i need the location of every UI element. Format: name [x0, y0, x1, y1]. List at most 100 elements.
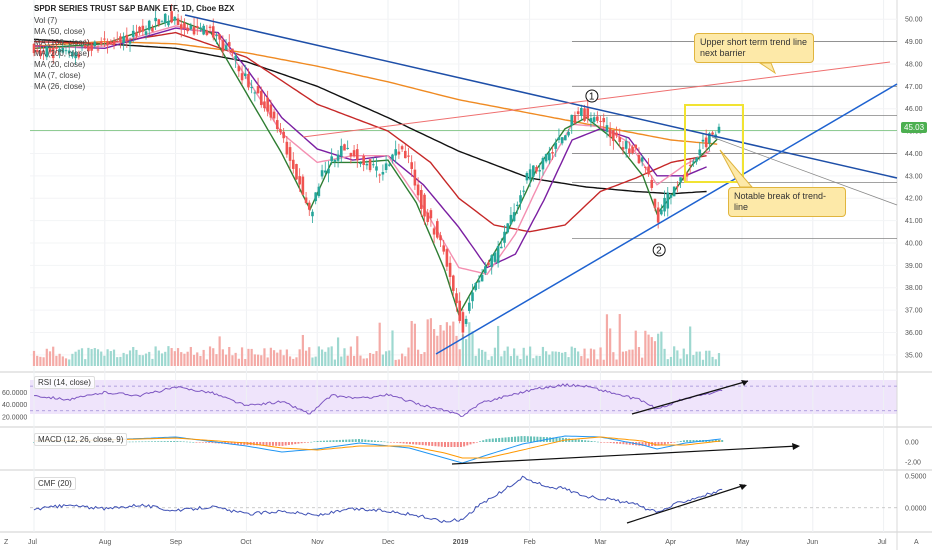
macd-pane-label: MACD (12, 26, close, 9): [34, 433, 128, 446]
macd-histogram-bar: [501, 437, 504, 442]
candle-body: [458, 300, 462, 321]
candle-body: [532, 165, 535, 177]
volume-bar: [253, 354, 256, 366]
candle-body: [122, 36, 125, 43]
time-axis-label: Dec: [382, 539, 395, 546]
macd-line: [33, 435, 721, 464]
price-tick-label: 48.00: [905, 61, 923, 68]
candle-body: [336, 154, 340, 161]
volume-bar: [570, 346, 573, 366]
macd-histogram-bar: [574, 439, 577, 442]
macd-histogram-bar: [606, 442, 609, 443]
candle-body: [650, 179, 654, 188]
macd-histogram-bar: [498, 437, 501, 442]
candle-body: [679, 177, 682, 182]
volume-bar: [461, 334, 465, 366]
note-upper-trend[interactable]: Upper short term trend line next barrier: [694, 33, 814, 63]
volume-bar: [116, 357, 119, 366]
volume-bar: [714, 359, 717, 366]
volume-bar: [343, 348, 346, 366]
volume-bar: [250, 348, 253, 366]
macd-histogram-bar: [619, 442, 622, 444]
macd-histogram-bar: [316, 440, 319, 442]
macd-histogram-bar: [291, 442, 294, 445]
volume-bar: [320, 349, 324, 366]
rsi-arrow-head: [741, 380, 748, 386]
volume-bar: [52, 346, 55, 366]
macd-histogram-bar: [647, 442, 650, 446]
volume-bar: [513, 348, 516, 366]
volume-bar: [292, 358, 295, 366]
volume-bar: [103, 355, 106, 366]
volume-bar: [663, 348, 666, 366]
macd-histogram-bar: [657, 442, 660, 446]
candle-body: [128, 41, 132, 44]
candle-body: [304, 197, 308, 203]
candle-body: [61, 47, 65, 53]
macd-histogram-bar: [262, 442, 265, 446]
price-tick-label: 42.00: [905, 196, 923, 203]
volume-bar: [506, 346, 509, 366]
volume-bar: [717, 353, 721, 366]
volume-bar: [541, 346, 545, 366]
volume-bar: [196, 352, 199, 366]
volume-bar: [548, 354, 551, 366]
macd-histogram-bar: [549, 437, 552, 442]
macd-histogram-bar: [663, 442, 666, 445]
volume-bar: [352, 355, 356, 366]
macd-histogram-bar: [456, 442, 459, 447]
volume-bar: [138, 355, 141, 366]
macd-histogram-bar: [342, 439, 345, 442]
macd-histogram-bar: [622, 442, 625, 445]
volume-bar: [61, 356, 64, 366]
candle-body: [551, 152, 554, 154]
macd-histogram-bar: [523, 436, 526, 442]
candle-body: [375, 166, 378, 171]
macd-histogram-bar: [517, 436, 520, 442]
macd-histogram-bar: [412, 442, 415, 445]
volume-bar: [77, 349, 80, 366]
price-tick-label: 50.00: [905, 17, 923, 24]
candle-body: [452, 275, 455, 291]
candle-body: [365, 163, 369, 166]
volume-bar: [535, 355, 538, 366]
candle-body: [352, 150, 356, 157]
volume-bar: [465, 339, 468, 366]
macd-tick-label: 0.00: [905, 440, 919, 447]
volume-bar: [679, 358, 682, 366]
macd-histogram-bar: [600, 442, 603, 443]
candle-body: [708, 133, 711, 144]
candle-body: [346, 147, 349, 149]
candle-body: [634, 144, 638, 149]
candle-body: [400, 146, 404, 150]
volume-bar: [554, 351, 557, 366]
note-trend-break[interactable]: Notable break of trend-line: [728, 187, 846, 217]
volume-bar: [634, 330, 637, 366]
macd-histogram-bar: [313, 441, 316, 442]
candle-body: [205, 30, 209, 35]
volume-bar: [144, 353, 148, 366]
time-axis-label: Jun: [807, 539, 818, 546]
candle-body: [256, 86, 260, 94]
candle-body: [186, 27, 189, 32]
macd-signal-line: [33, 436, 721, 459]
candle-body: [202, 25, 205, 35]
candle-body: [83, 45, 87, 48]
macd-histogram-bar: [393, 442, 396, 443]
volume-bar: [577, 351, 580, 366]
macd-histogram-bar: [469, 442, 472, 445]
volume-bar: [657, 333, 660, 366]
moving-average-line: [33, 40, 718, 145]
macd-histogram-bar: [408, 442, 411, 445]
legend-ma200: MA (200, close): [34, 49, 90, 58]
candle-body: [512, 212, 516, 222]
volume-bar: [365, 358, 368, 366]
macd-histogram-bar: [571, 438, 574, 442]
volume-bar: [167, 346, 170, 366]
candle-body: [455, 293, 458, 304]
macd-histogram-bar: [488, 438, 491, 442]
candle-body: [407, 155, 410, 157]
macd-histogram-bar: [284, 442, 287, 446]
candle-body: [419, 190, 423, 209]
